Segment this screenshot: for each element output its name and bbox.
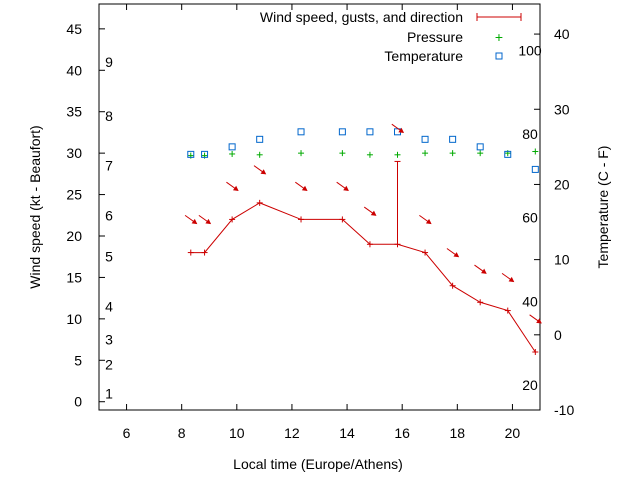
y-tick-label-left: 45 <box>66 21 82 37</box>
legend-temperature-label: Temperature <box>384 48 463 64</box>
fahrenheit-label: 40 <box>522 294 538 310</box>
direction-arrowhead <box>205 218 212 225</box>
x-tick-label: 18 <box>450 425 466 441</box>
temperature-series <box>187 128 539 173</box>
direction-arrowhead <box>425 218 432 225</box>
y-tick-label-left: 5 <box>74 352 82 368</box>
y-tick-label-right: 20 <box>554 176 570 192</box>
y-tick-label-left: 40 <box>66 62 82 78</box>
y-tick-label-right: 0 <box>554 327 562 343</box>
x-tick-label: 8 <box>178 425 186 441</box>
fahrenheit-label: 20 <box>522 377 538 393</box>
beaufort-label: 7 <box>105 158 113 174</box>
fahrenheit-label: 60 <box>522 210 538 226</box>
x-tick-label: 12 <box>284 425 300 441</box>
y-tick-label-left: 10 <box>66 311 82 327</box>
direction-arrowhead <box>370 210 377 216</box>
temperature-point <box>421 135 429 143</box>
legend: Wind speed, gusts, and direction Pressur… <box>260 9 522 64</box>
temperature-point <box>228 143 236 151</box>
direction-arrowhead <box>481 268 487 274</box>
y-tick-label-left: 15 <box>66 269 82 285</box>
direction-arrowhead <box>191 218 198 225</box>
beaufort-label: 8 <box>105 108 113 124</box>
y-tick-label-right: 10 <box>554 252 570 268</box>
pressure-series <box>187 148 539 159</box>
beaufort-label: 6 <box>105 207 113 223</box>
legend-wind-label: Wind speed, gusts, and direction <box>260 9 463 25</box>
temperature-point <box>338 128 346 136</box>
temperature-point <box>504 150 512 158</box>
direction-arrowhead <box>232 185 239 191</box>
direction-arrowhead <box>536 318 542 324</box>
temperature-point <box>476 143 484 151</box>
beaufort-label: 2 <box>105 356 113 372</box>
x-tick-label: 6 <box>123 425 131 441</box>
y-tick-label-left: 20 <box>66 228 82 244</box>
y-axis-label-right: Temperature (C - F) <box>595 146 611 269</box>
direction-arrowhead <box>260 169 267 175</box>
direction-arrowhead <box>508 276 515 283</box>
x-tick-label: 20 <box>505 425 521 441</box>
y-tick-label-left: 25 <box>66 187 82 203</box>
y-tick-label-left: 30 <box>66 145 82 161</box>
direction-arrowhead <box>453 252 460 258</box>
direction-arrowhead <box>343 185 349 191</box>
axes: 6 8 10 12 14 16 18 20051015202530354045-1001020… <box>66 4 574 441</box>
plot-frame <box>98 3 541 411</box>
y-tick-label-left: 35 <box>66 104 82 120</box>
beaufort-label: 1 <box>105 385 113 401</box>
x-axis-label: Local time (Europe/Athens) <box>233 456 403 472</box>
y-tick-label-right: 40 <box>554 26 570 42</box>
temperature-point <box>531 165 539 173</box>
x-tick-label: 10 <box>229 425 245 441</box>
wind-speed-line <box>190 202 536 353</box>
beaufort-label: 5 <box>105 249 113 265</box>
fahrenheit-label: 100 <box>518 43 542 59</box>
legend-pressure-marker: + <box>495 29 503 45</box>
beaufort-label: 9 <box>105 54 113 70</box>
temperature-point <box>256 135 264 143</box>
temperature-point <box>187 150 195 158</box>
legend-temperature-marker <box>495 52 503 60</box>
temperature-point <box>366 128 374 136</box>
temperature-point <box>449 135 457 143</box>
direction-arrowhead <box>301 185 308 191</box>
y-tick-label-right: 30 <box>554 101 570 117</box>
x-tick-label: 14 <box>339 425 355 441</box>
temperature-point <box>297 128 305 136</box>
temperature-point <box>201 150 209 158</box>
direction-series <box>184 123 542 324</box>
direction-arrowhead <box>398 127 405 133</box>
y-tick-label-right: -10 <box>554 402 574 418</box>
x-tick-label: 16 <box>394 425 410 441</box>
legend-pressure-label: Pressure <box>407 29 463 45</box>
fahrenheit-label: 80 <box>522 126 538 142</box>
y-tick-label-left: 0 <box>74 394 82 410</box>
wind-series <box>187 160 539 355</box>
y-axis-label-left: Wind speed (kt - Beaufort) <box>27 125 43 288</box>
beaufort-label: 4 <box>105 298 113 314</box>
beaufort-label: 3 <box>105 332 113 348</box>
